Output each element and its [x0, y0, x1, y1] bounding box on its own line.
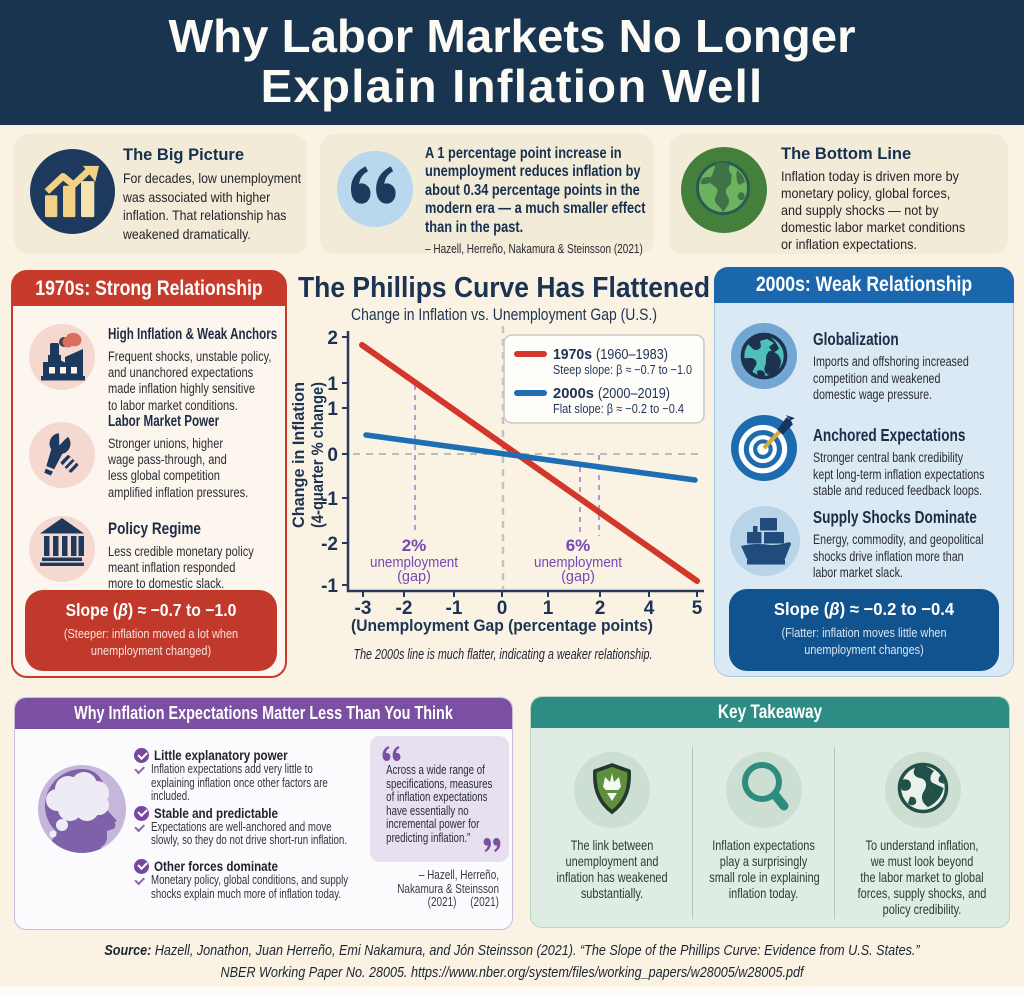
- svg-text:unemployment: unemployment: [534, 555, 622, 571]
- svg-text:unemployment: unemployment: [370, 555, 458, 571]
- svg-text:0: 0: [327, 445, 338, 466]
- svg-text:1: 1: [327, 374, 338, 395]
- svg-text:2%: 2%: [402, 536, 427, 555]
- svg-text:1: 1: [543, 598, 554, 619]
- svg-text:The Phillips Curve Has Flatten: The Phillips Curve Has Flattened: [298, 272, 710, 304]
- svg-text:Flat slope: β ≈ −0.2 to −0.4: Flat slope: β ≈ −0.2 to −0.4: [553, 401, 684, 416]
- svg-text:4: 4: [644, 598, 655, 619]
- svg-text:(Unemployment Gap (percentage: (Unemployment Gap (percentage points): [351, 617, 653, 635]
- svg-text:5: 5: [692, 598, 703, 619]
- svg-text:The 2000s line is much flatter: The 2000s line is much flatter, indicati…: [354, 647, 653, 663]
- svg-text:Change in Inflation vs. Unempl: Change in Inflation vs. Unemployment Gap…: [351, 305, 657, 324]
- svg-text:-3: -3: [355, 598, 372, 619]
- svg-text:(gap): (gap): [397, 569, 431, 585]
- svg-text:-1: -1: [321, 576, 338, 597]
- svg-text:0: 0: [497, 598, 508, 619]
- svg-text:(1960–1983): (1960–1983): [596, 347, 668, 363]
- svg-text:(4-quarter % change): (4-quarter % change): [308, 382, 327, 528]
- svg-text:(gap): (gap): [561, 569, 595, 585]
- svg-text:1970s: 1970s: [553, 347, 592, 363]
- svg-text:6%: 6%: [566, 536, 591, 555]
- svg-text:2: 2: [595, 598, 606, 619]
- svg-text:Change in Inflation: Change in Inflation: [290, 382, 308, 528]
- svg-text:2: 2: [327, 328, 338, 349]
- svg-text:(2000–2019): (2000–2019): [598, 386, 670, 402]
- svg-text:1: 1: [327, 399, 338, 420]
- svg-text:-1: -1: [446, 598, 463, 619]
- svg-text:Steep slope: β ≈ −0.7 to −1.0: Steep slope: β ≈ −0.7 to −1.0: [553, 362, 692, 377]
- svg-text:2000s: 2000s: [553, 386, 594, 402]
- svg-text:-2: -2: [321, 534, 338, 555]
- svg-text:-2: -2: [396, 598, 413, 619]
- svg-text:-1: -1: [321, 489, 338, 510]
